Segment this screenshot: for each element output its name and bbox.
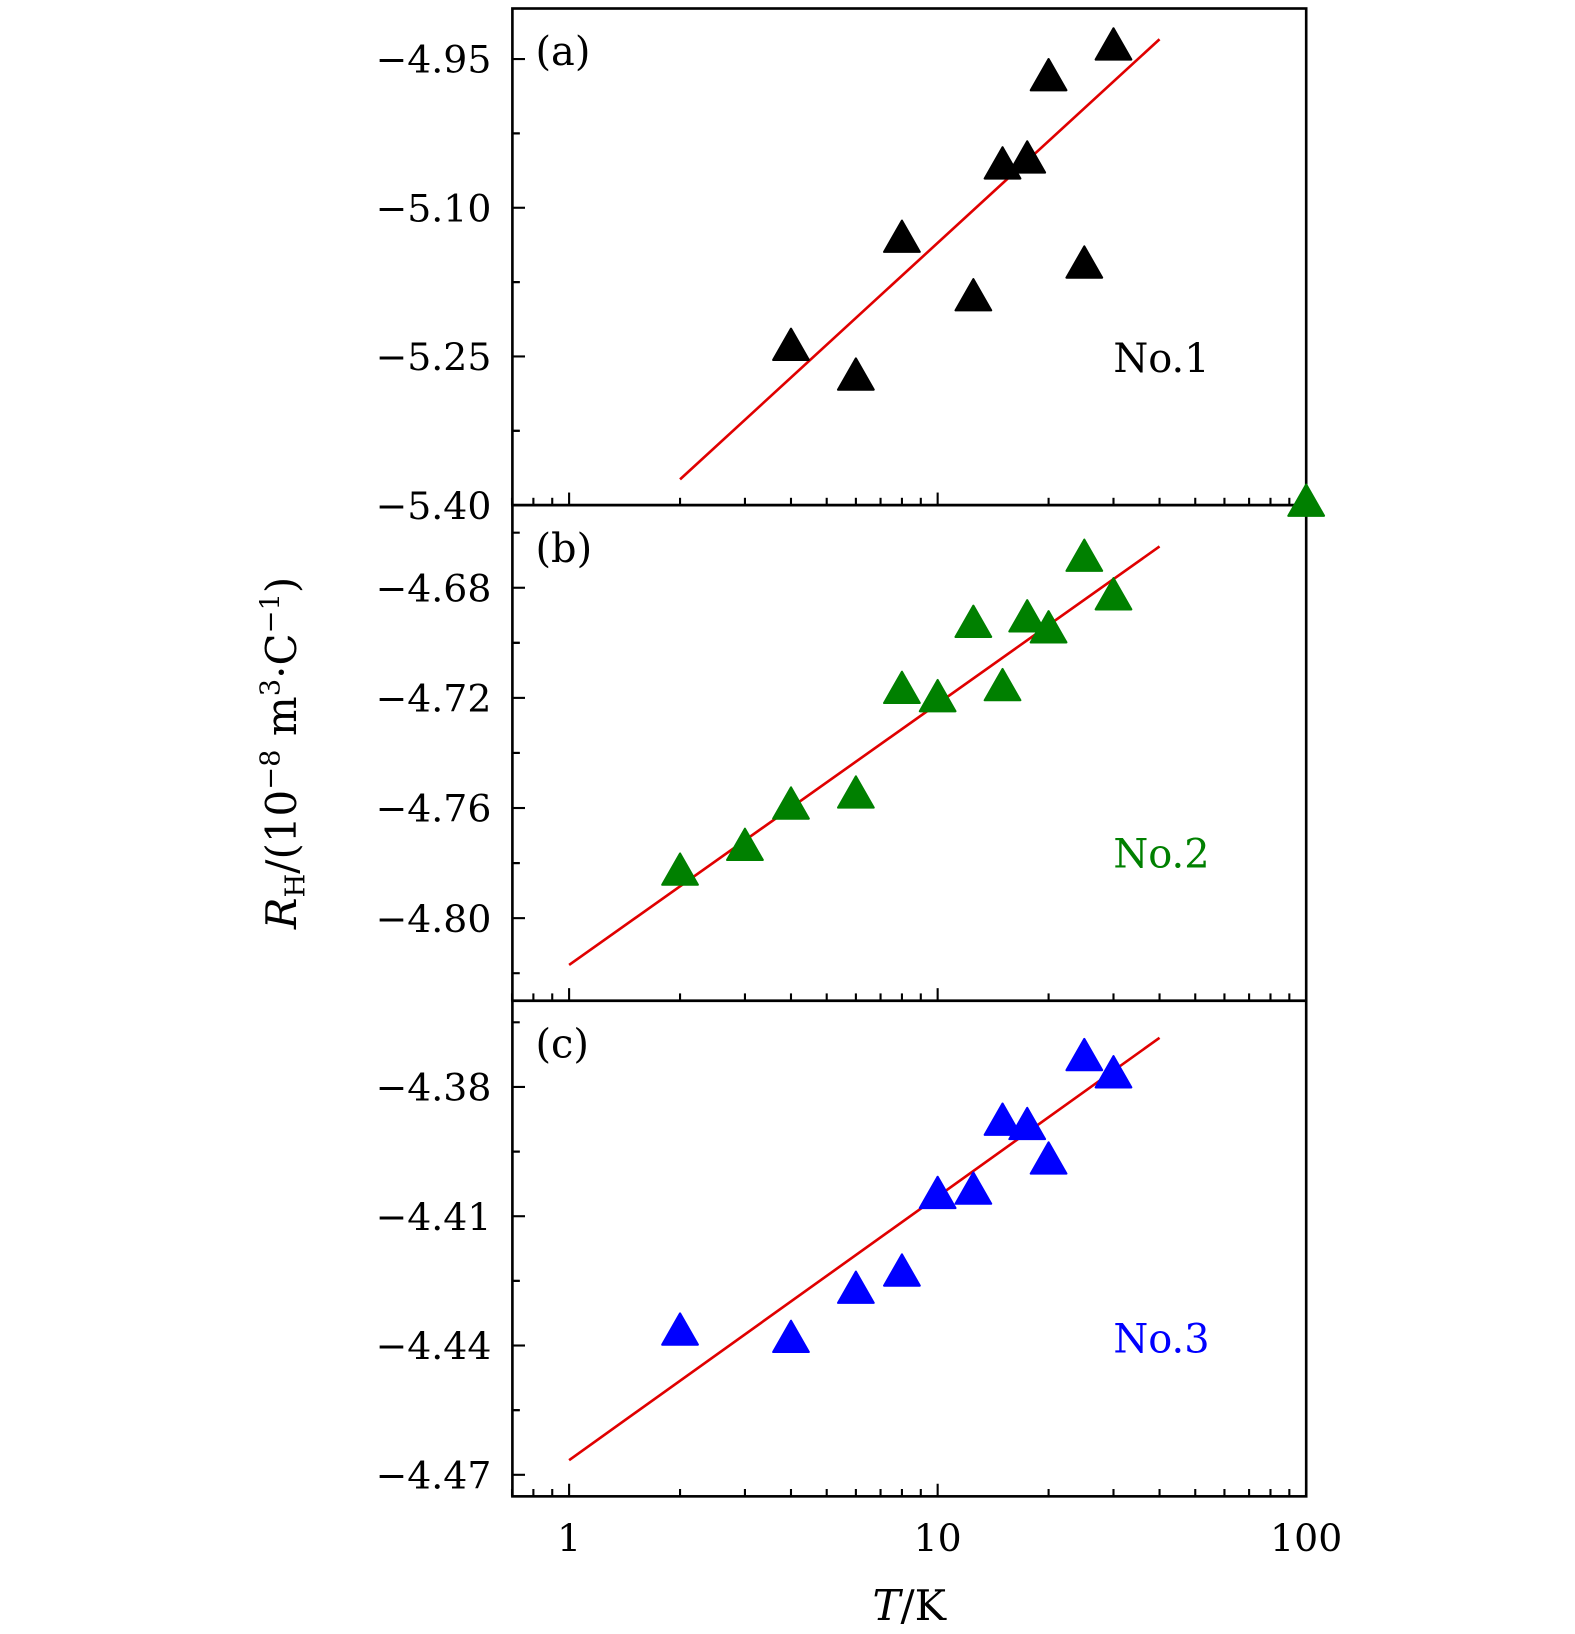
panel-label: (c) xyxy=(536,1021,589,1067)
y-tick-label: −4.68 xyxy=(376,566,492,610)
data-point xyxy=(954,1171,993,1205)
sample-label: No.3 xyxy=(1113,1317,1209,1363)
data-point xyxy=(954,278,993,312)
data-point xyxy=(954,604,993,638)
sample-label: No.1 xyxy=(1113,336,1209,382)
x-tick-label: 100 xyxy=(1270,1516,1342,1560)
panel-label: (b) xyxy=(536,526,593,572)
data-point xyxy=(772,1319,810,1354)
panel-c: −4.38 −4.41 −4.44 −4.47 (c) No.3 xyxy=(376,999,1308,1498)
data-point xyxy=(1008,140,1047,174)
fit-line xyxy=(568,545,1161,967)
data-point xyxy=(883,670,921,705)
data-point xyxy=(918,678,957,713)
data-point xyxy=(1094,27,1133,61)
data-point xyxy=(772,786,810,820)
panel-b: −4.68 −4.72 −4.76 −4.80 (b) No.2 xyxy=(376,483,1326,1003)
data-point xyxy=(1065,538,1104,572)
x-tick-label: 1 xyxy=(557,1516,581,1560)
y-tick-label: −4.44 xyxy=(376,1324,492,1368)
panel-frame xyxy=(511,503,1308,1003)
data-point xyxy=(661,852,699,886)
y-tick-label: −5.25 xyxy=(376,335,492,379)
data-point xyxy=(1065,1037,1104,1072)
data-point xyxy=(883,219,921,253)
data-point xyxy=(1008,599,1047,633)
y-tick-label: −4.72 xyxy=(376,677,492,721)
data-point xyxy=(1094,577,1133,611)
y-tick-label: −4.76 xyxy=(376,787,492,831)
y-tick-label: −5.10 xyxy=(376,186,492,230)
x-axis-title: T/K xyxy=(873,1581,948,1630)
panel-a: −4.95 −5.10 −5.25 −5.40 (a) No.1 xyxy=(376,7,1308,528)
data-point xyxy=(1065,245,1104,279)
data-point xyxy=(1287,483,1326,517)
fit-line xyxy=(679,38,1161,481)
y-tick-label: −4.47 xyxy=(376,1453,492,1497)
data-point xyxy=(661,1312,699,1346)
data-point xyxy=(983,667,1022,702)
data-point xyxy=(1029,610,1068,644)
data-point xyxy=(772,327,810,361)
data-point xyxy=(836,775,875,809)
panel-frame xyxy=(511,7,1308,507)
data-point xyxy=(1094,1055,1133,1089)
y-tick-label: −4.41 xyxy=(376,1195,492,1239)
y-tick-label: −4.80 xyxy=(376,897,492,941)
data-point xyxy=(1029,58,1068,92)
data-point xyxy=(836,1270,875,1304)
panel-frame xyxy=(511,999,1308,1498)
data-point xyxy=(918,1175,957,1210)
y-tick-label: −4.38 xyxy=(376,1066,492,1110)
panel-label: (a) xyxy=(536,29,591,75)
data-point xyxy=(726,827,764,862)
data-point xyxy=(836,357,875,391)
y-axis-title: RH/(10−8 m3·C−1) xyxy=(255,577,311,930)
data-point xyxy=(883,1253,921,1287)
y-tick-label: −5.40 xyxy=(376,484,492,528)
data-point xyxy=(1029,1141,1068,1175)
x-tick-label: 10 xyxy=(914,1516,962,1560)
y-tick-label: −4.95 xyxy=(376,38,492,82)
data-point xyxy=(1008,1106,1047,1141)
sample-label: No.2 xyxy=(1113,831,1209,877)
data-point xyxy=(983,1102,1022,1136)
fit-line xyxy=(568,1036,1161,1462)
